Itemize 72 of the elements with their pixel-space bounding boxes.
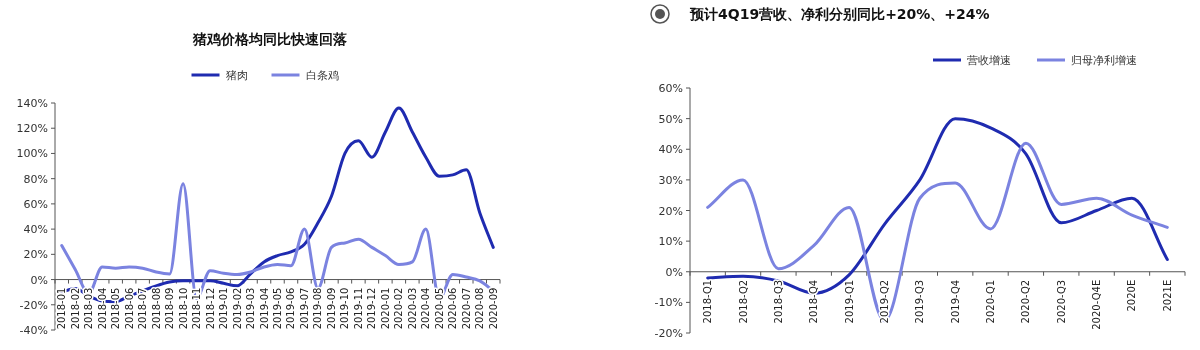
x-tick-label: 2019-Q2	[878, 279, 890, 324]
legend-label: 白条鸡	[305, 69, 339, 82]
y-tick-label: 80%	[23, 172, 48, 186]
x-tick-label: 2018-07	[137, 287, 149, 330]
x-tick-label: 2020-03	[406, 287, 418, 330]
x-tick-label: 2020-09	[487, 287, 499, 330]
x-tick-label: 2019-Q1	[843, 279, 855, 324]
y-tick-label: 10%	[658, 235, 683, 249]
x-tick-label: 2020E	[1126, 279, 1138, 312]
x-tick-label: 2019-02	[231, 287, 243, 330]
chart-title: 预计4Q19营收、净利分别同比+20%、+24%	[689, 6, 990, 22]
x-tick-label: 2020-Q3	[1055, 279, 1067, 324]
x-tick-label: 2019-01	[218, 287, 230, 330]
x-tick-label: 2018-11	[191, 287, 203, 330]
y-tick-label: 60%	[658, 82, 683, 95]
x-tick-label: 2018-06	[123, 287, 135, 330]
y-tick-label: -20%	[654, 327, 683, 340]
x-tick-label: 2020-07	[460, 287, 472, 330]
y-tick-label: 40%	[23, 223, 48, 237]
x-tick-label: 2021E	[1161, 279, 1173, 312]
x-tick-label: 2018-Q1	[702, 279, 714, 324]
x-tick-label: 2019-11	[352, 287, 364, 330]
y-tick-label: 0%	[665, 265, 683, 279]
chart-title: 猪鸡价格均同比快速回落	[192, 31, 348, 47]
y-tick-label: 30%	[658, 173, 683, 187]
y-tick-label: 50%	[658, 112, 683, 126]
y-tick-label: 120%	[16, 122, 48, 136]
x-tick-label: 2019-03	[245, 287, 257, 330]
legend-label: 营收增速	[967, 54, 1011, 67]
y-tick-label: 20%	[658, 204, 683, 218]
x-tick-label: 2019-09	[325, 287, 337, 330]
y-tick-label: 60%	[23, 197, 48, 211]
x-tick-label: 2018-12	[204, 287, 216, 330]
x-tick-label: 2020-Q2	[1020, 279, 1032, 324]
x-tick-label: 2020-Q1	[985, 279, 997, 324]
x-tick-label: 2019-04	[258, 287, 270, 330]
y-tick-label: 140%	[16, 97, 48, 110]
x-tick-label: 2020-01	[379, 287, 391, 330]
x-tick-label: 2019-10	[339, 287, 351, 330]
y-tick-label: 20%	[23, 248, 48, 262]
x-tick-label: 2019-06	[285, 287, 297, 330]
legend-label: 归母净利增速	[1071, 54, 1137, 67]
x-tick-label: 2018-03	[83, 287, 95, 330]
x-tick-label: 2019-12	[366, 287, 378, 330]
x-tick-label: 2020-Q4E	[1091, 279, 1103, 330]
x-tick-label: 2020-02	[393, 287, 405, 330]
x-tick-label: 2018-10	[177, 287, 189, 330]
x-tick-label: 2019-05	[272, 287, 283, 330]
x-tick-label: 2018-05	[110, 287, 122, 330]
x-tick-label: 2018-Q2	[737, 279, 749, 324]
x-tick-label: 2019-Q4	[949, 279, 961, 324]
x-tick-label: 2018-08	[150, 287, 162, 330]
y-tick-label: -10%	[654, 296, 683, 310]
y-tick-label: -40%	[19, 324, 48, 337]
x-tick-label: 2018-09	[164, 287, 176, 330]
y-tick-label: -20%	[19, 298, 48, 312]
y-tick-label: 40%	[658, 143, 683, 157]
x-tick-label: 2020-08	[474, 287, 486, 330]
x-tick-label: 2018-04	[96, 287, 108, 330]
y-tick-label: 0%	[30, 273, 48, 287]
x-tick-label: 2019-07	[298, 287, 310, 330]
x-tick-label: 2018-Q3	[772, 279, 784, 324]
x-tick-label: 2020-04	[420, 287, 432, 330]
x-tick-label: 2019-Q3	[914, 279, 926, 324]
x-tick-label: 2020-05	[433, 287, 445, 330]
x-tick-label: 2018-02	[69, 287, 81, 330]
y-tick-label: 100%	[16, 147, 48, 161]
x-tick-label: 2019-08	[312, 287, 324, 330]
x-tick-label: 2018-01	[56, 287, 68, 330]
x-tick-label: 2018-Q4	[808, 279, 820, 324]
x-tick-label: 2020-06	[447, 287, 459, 330]
legend-label: 猪肉	[225, 69, 248, 82]
